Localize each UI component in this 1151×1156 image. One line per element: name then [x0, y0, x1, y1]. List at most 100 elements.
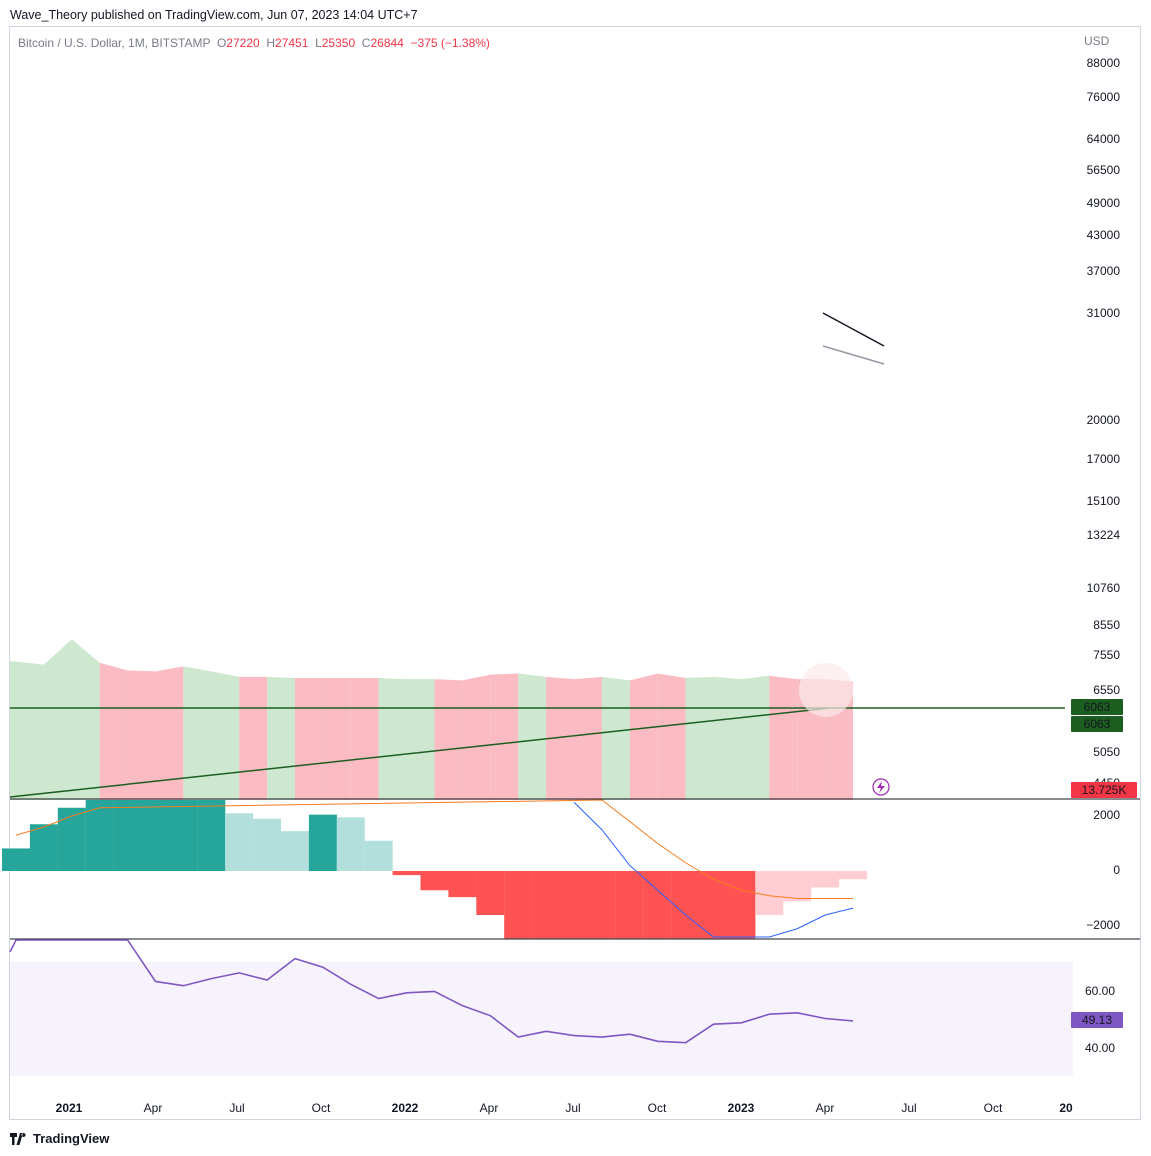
price-axis-tick: 17000	[1087, 452, 1121, 466]
price-axis-tick: 76000	[1087, 90, 1121, 104]
tradingview-footer[interactable]: TradingView	[10, 1131, 109, 1146]
macd-histogram-bar	[504, 871, 533, 939]
time-axis-tick: Oct	[648, 1101, 667, 1115]
volume-level-tag-bg	[1071, 699, 1123, 715]
time-axis-tick: 2021	[56, 1101, 83, 1115]
macd-histogram-bar	[85, 800, 114, 871]
macd-histogram-bar	[699, 871, 728, 939]
time-axis-tick: Apr	[144, 1101, 163, 1115]
volume-bar	[769, 675, 798, 800]
lightning-icon	[877, 781, 885, 793]
volume-value-tag-bg	[1071, 782, 1137, 798]
volume-trend-tag-text: 6063	[1084, 717, 1111, 731]
volume-bar	[350, 677, 379, 800]
tradingview-logo-icon	[10, 1132, 26, 1145]
price-axis-tick: 13224	[1087, 528, 1121, 542]
highlight-circle	[799, 663, 853, 717]
price-axis-tick: 49000	[1087, 196, 1121, 210]
price-axis-tick: 5050	[1093, 745, 1120, 759]
macd-histogram	[2, 800, 867, 939]
macd-histogram-bar	[281, 831, 309, 871]
macd-histogram-bar	[253, 818, 282, 871]
macd-axis-tick: 0	[1113, 863, 1120, 877]
macd-histogram-bar	[560, 871, 588, 939]
macd-histogram-bar	[169, 800, 198, 871]
time-axis-tick: 2023	[728, 1101, 755, 1115]
price-axis-tick: 56500	[1087, 163, 1121, 177]
volume-trendline	[9, 707, 831, 798]
price-axis-tick: 6550	[1093, 683, 1120, 697]
volume-bar	[574, 676, 602, 800]
macd-histogram-bar	[336, 817, 365, 871]
rsi-line	[9, 939, 854, 1044]
volume-bar	[127, 670, 156, 800]
time-axis-tick: Apr	[816, 1101, 835, 1115]
macd-axis-tick: 2000	[1093, 808, 1120, 822]
macd-histogram-bar	[392, 871, 421, 876]
time-axis-tick: Jul	[901, 1101, 916, 1115]
time-axis-tick: Jul	[565, 1101, 580, 1115]
rsi-value-tag-bg	[1071, 1012, 1123, 1028]
legend-open: 27220	[226, 36, 260, 50]
volume-bar	[211, 671, 240, 800]
price-axis-tick: 15100	[1087, 494, 1121, 508]
price-axis-tick: 37000	[1087, 264, 1121, 278]
macd-histogram-bar	[448, 871, 477, 898]
price-axis-tick: 31000	[1087, 306, 1121, 320]
volume-level-tag: 6063	[1071, 699, 1123, 715]
macd-signal-line	[15, 799, 853, 899]
macd-histogram-bar	[57, 807, 86, 871]
volume-bar	[10, 661, 44, 800]
volume-bar	[183, 666, 212, 800]
macd-histogram-bar	[476, 871, 505, 915]
macd-histogram-bar	[308, 814, 337, 871]
macd-histogram-bar	[727, 871, 756, 939]
symbol-name: Bitcoin / U.S. Dollar, 1M, BITSTAMP	[18, 36, 211, 50]
volume-value-tag-text: 13.725K	[1082, 783, 1127, 797]
macd-histogram-bar	[671, 871, 700, 939]
time-axis-tick: Jul	[229, 1101, 244, 1115]
trendline	[822, 345, 885, 365]
price-axis-tick: 10760	[1087, 581, 1121, 595]
macd-histogram-bar	[29, 824, 58, 871]
volume-trend-tag-bg	[1071, 716, 1123, 732]
legend-close: 26844	[370, 36, 404, 50]
time-axis-tick: 20	[1059, 1101, 1073, 1115]
volume-bar	[601, 676, 630, 800]
symbol-legend: Bitcoin / U.S. Dollar, 1M, BITSTAMP O272…	[18, 36, 490, 50]
trendline	[822, 312, 885, 347]
macd-histogram-bar	[141, 800, 170, 871]
macd-histogram-bar	[615, 871, 644, 939]
macd-histogram-bar	[755, 871, 784, 915]
legend-change: −375 (−1.38%)	[410, 36, 490, 50]
price-axis-tick: 7550	[1093, 648, 1120, 662]
volume-bar	[629, 673, 658, 800]
time-axis-tick: Apr	[480, 1101, 499, 1115]
rsi-value-tag-text: 49.13	[1082, 1013, 1112, 1027]
macd-histogram-bar	[783, 871, 812, 902]
volume-level-tag-text: 6063	[1084, 700, 1111, 714]
rsi-value-tag: 49.13	[1071, 1012, 1123, 1028]
publisher-line: Wave_Theory published on TradingView.com…	[10, 8, 418, 22]
volume-bar	[267, 676, 295, 800]
volume-bar	[378, 677, 407, 800]
volume-bar	[657, 673, 686, 800]
price-axis-tick: 43000	[1087, 228, 1121, 242]
currency-label: USD	[1084, 34, 1110, 48]
rsi-axis-tick: 40.00	[1085, 1041, 1115, 1055]
price-axis-tick: 8550	[1093, 618, 1120, 632]
volume-bar	[71, 639, 100, 800]
rsi-axis-tick: 60.00	[1085, 984, 1115, 998]
volume-bar	[322, 677, 351, 800]
rsi-band	[10, 962, 1073, 1076]
macd-histogram-bar	[364, 840, 393, 871]
volume-bar	[406, 679, 435, 800]
macd-line	[573, 801, 854, 938]
volume-bar	[155, 666, 184, 800]
time-axis-tick: Oct	[984, 1101, 1003, 1115]
volume-bar	[685, 676, 714, 800]
macd-histogram-bar	[587, 871, 616, 939]
volume-trend-tag: 6063	[1071, 716, 1123, 732]
time-axis-tick: Oct	[312, 1101, 331, 1115]
